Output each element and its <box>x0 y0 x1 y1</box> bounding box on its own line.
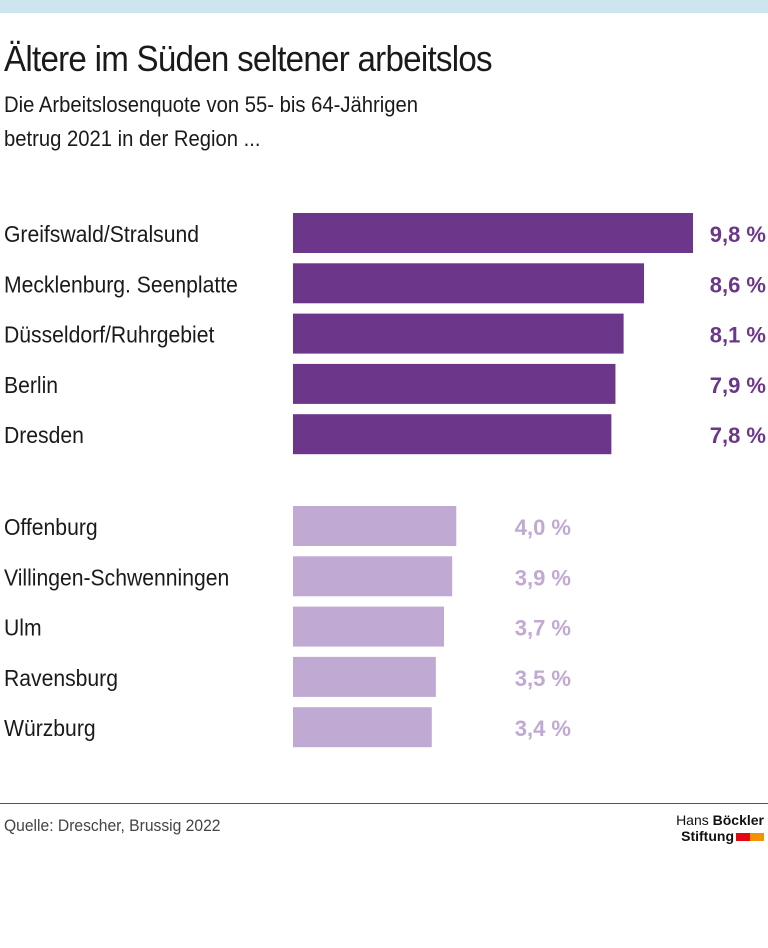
source-note: Quelle: Drescher, Brussig 2022 <box>4 816 221 835</box>
value-label: 8,1 % <box>710 323 766 348</box>
bar <box>293 414 612 455</box>
bar <box>293 707 432 748</box>
value-label: 3,7 % <box>515 616 571 641</box>
value-label: 8,6 % <box>710 272 766 297</box>
bar <box>293 263 645 304</box>
chart-title: Ältere im Süden seltener arbeitslos <box>4 38 493 79</box>
bar <box>293 213 693 253</box>
value-label: 3,5 % <box>515 666 571 691</box>
chart-subtitle-line2: betrug 2021 in der Region ... <box>4 126 261 151</box>
category-label: Berlin <box>4 372 58 398</box>
category-label: Villingen-Schwenningen <box>4 564 229 590</box>
category-label: Dresden <box>4 422 84 448</box>
logo-text-stiftung: Stiftung <box>681 828 734 844</box>
logo-text-boeckler: Böckler <box>712 812 764 828</box>
logo-red-square <box>736 833 750 842</box>
category-label: Greifswald/Stralsund <box>4 221 199 247</box>
value-label: 4,0 % <box>515 515 571 540</box>
category-label: Düsseldorf/Ruhrgebiet <box>4 322 214 348</box>
bar <box>293 506 457 546</box>
value-label: 9,8 % <box>710 222 766 247</box>
category-label: Offenburg <box>4 514 98 540</box>
bar <box>293 363 616 404</box>
bar <box>293 556 453 597</box>
bar <box>293 313 624 354</box>
value-label: 3,9 % <box>515 565 571 590</box>
category-label: Würzburg <box>4 715 96 741</box>
logo-text-hans: Hans <box>676 812 713 828</box>
value-label: 3,4 % <box>515 716 571 741</box>
bar <box>293 656 436 697</box>
hans-boeckler-logo: Hans Böckler Stiftung <box>676 812 764 844</box>
top-accent-bar <box>0 0 768 13</box>
bar-chart: Greifswald/Stralsund 9,8 % Mecklenburg. Se… <box>4 213 766 748</box>
logo-orange-square <box>750 833 764 842</box>
category-label: Mecklenburg. Seenplatte <box>4 271 238 297</box>
divider <box>0 803 768 804</box>
value-label: 7,8 % <box>710 423 766 448</box>
value-label: 7,9 % <box>710 373 766 398</box>
bar <box>293 606 445 647</box>
chart-subtitle-line1: Die Arbeitslosenquote von 55- bis 64-Jäh… <box>4 92 419 117</box>
category-label: Ravensburg <box>4 665 118 691</box>
category-label: Ulm <box>4 615 42 641</box>
